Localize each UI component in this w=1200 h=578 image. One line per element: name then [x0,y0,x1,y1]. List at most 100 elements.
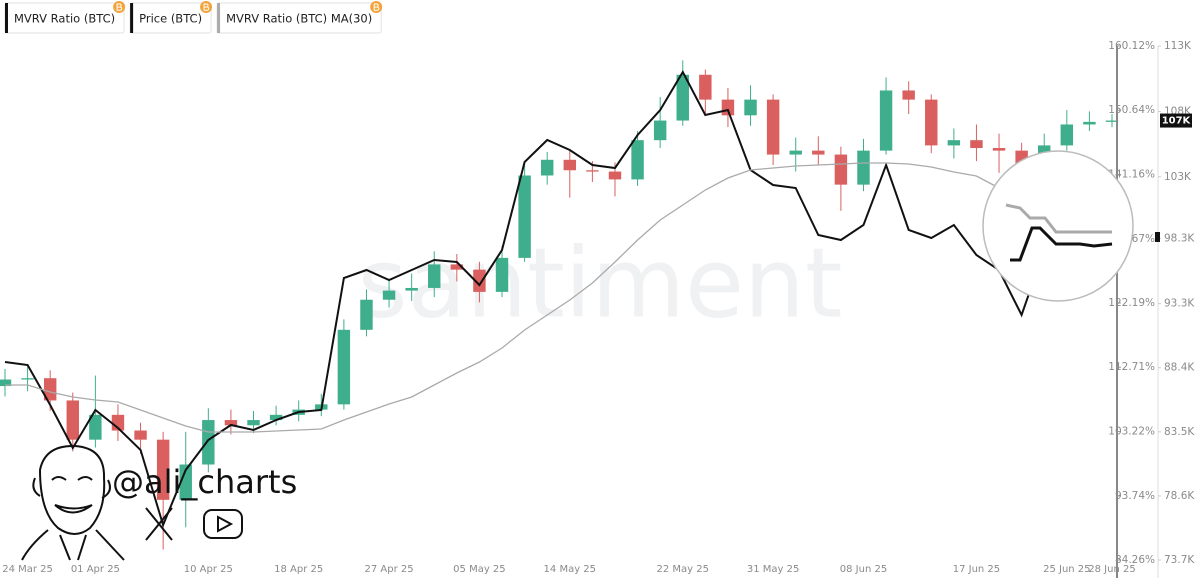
candle-body [179,464,192,500]
x-tick-label: 18 Apr 25 [274,564,323,575]
candle-body [134,430,147,440]
author-handle: @ali_charts [112,463,297,501]
shoulders [21,529,125,561]
candle-body [834,154,848,185]
x-tick-label: 01 Apr 25 [71,564,120,575]
legend-swatch [217,3,221,33]
x-tick-label: 14 May 25 [544,564,596,575]
candle-body [586,170,599,172]
y-tick-label: 160.12% [1108,40,1155,52]
candle-body [405,287,418,291]
x-tick-label: 25 Jun 25 [1043,564,1090,575]
y2-tick-label: 103K [1164,171,1192,183]
candle-body [21,378,34,380]
candle-body [0,379,12,387]
x-tick-label: 10 Apr 25 [184,564,233,575]
candle-body [992,148,1006,151]
legend: MVRV Ratio (BTC) Price (BTC) MVRV Ratio (B… [4,1,383,34]
candle-body [247,420,260,426]
price-tag [1160,113,1192,128]
candle-body [812,150,825,155]
candle-body [540,159,554,176]
legend-label: MVRV Ratio (BTC) MA(30) [226,12,372,26]
legend-item[interactable]: MVRV Ratio (BTC) MA(30) [216,1,383,34]
candle-body [428,264,441,288]
candle-body [857,150,870,185]
candle-body [89,414,102,440]
candle-body [721,99,735,116]
legend-swatch [130,3,134,33]
youtube-icon [203,509,243,539]
candle-body [1083,121,1096,125]
legend-item[interactable]: Price (BTC) [129,1,213,34]
candle-body [563,159,577,171]
axes: 160.12%150.64%141.16%131.67%122.19%112.7… [2,40,1195,575]
author-logo [21,444,125,561]
candle-body [766,99,780,155]
legend-badge-glyph [203,3,210,11]
x-icon [145,507,173,541]
legend-label: Price (BTC) [139,12,202,26]
candle-body [66,400,79,440]
candle-body [744,99,757,116]
candle-body [947,140,961,146]
y2-tick-label: 78.6K [1164,490,1195,502]
legend-label: MVRV Ratio (BTC) [14,12,115,26]
candle-body [337,329,351,405]
candle-body [224,420,238,426]
x-tick-label: 17 Jun 25 [953,564,1000,575]
x-tick-label: 28 Jun 25 [1088,564,1135,575]
x-tick-label: 08 Jun 25 [840,564,887,575]
y2-tick-label: 88.4K [1164,362,1195,374]
candle-body [699,74,712,100]
candle-body [473,269,486,292]
y-tick-label: 150.64% [1108,104,1155,116]
y-tick-label: 84.26% [1115,554,1155,566]
candle-body [653,120,667,141]
y2-tick-label: 98.3K [1164,232,1195,244]
magnifier-circle [982,150,1134,302]
price-tag-label: 107K [1162,116,1192,127]
inset-line [1005,203,1112,234]
ears [32,477,111,499]
candle-body [156,439,170,500]
candle-body [495,257,509,292]
face [38,444,106,535]
series-line [4,69,1112,528]
y-tick-label: 103.22% [1108,426,1155,438]
candle-body [676,74,689,121]
y-tick-label: 93.74% [1115,490,1155,502]
y2-tick-label: 113K [1164,40,1192,52]
legend-item[interactable]: MVRV Ratio (BTC) [4,1,126,34]
candle-body [43,378,57,401]
smile [54,504,93,514]
x-tick-label: 27 Apr 25 [365,564,414,575]
plot-area [0,60,1119,550]
candle-body [269,414,283,421]
candle-body [970,140,983,149]
legend-swatch [5,3,8,33]
candle-body [879,90,893,151]
candle-body [382,290,396,300]
axis-marker [1155,232,1160,242]
candle-body [360,299,373,330]
x-tick-label: 05 May 25 [453,564,505,575]
legend-badge-glyph [373,3,380,11]
candle-body [1060,124,1074,146]
magnifier [982,150,1134,302]
x-tick-label: 22 May 25 [657,564,709,575]
y2-tick-label: 93.3K [1164,298,1195,310]
y-tick-label: 112.71% [1108,361,1155,373]
candle-body [202,420,215,465]
y-tick-label: 122.19% [1108,297,1155,309]
candle-body [631,140,644,180]
candle-body [789,150,802,155]
eyes [51,476,93,481]
candle-body [450,264,464,270]
candle-body [925,99,938,146]
candle-body [518,175,531,258]
y2-tick-label: 83.5K [1164,426,1195,438]
inset-line [1010,226,1113,262]
candle-body [608,171,622,180]
